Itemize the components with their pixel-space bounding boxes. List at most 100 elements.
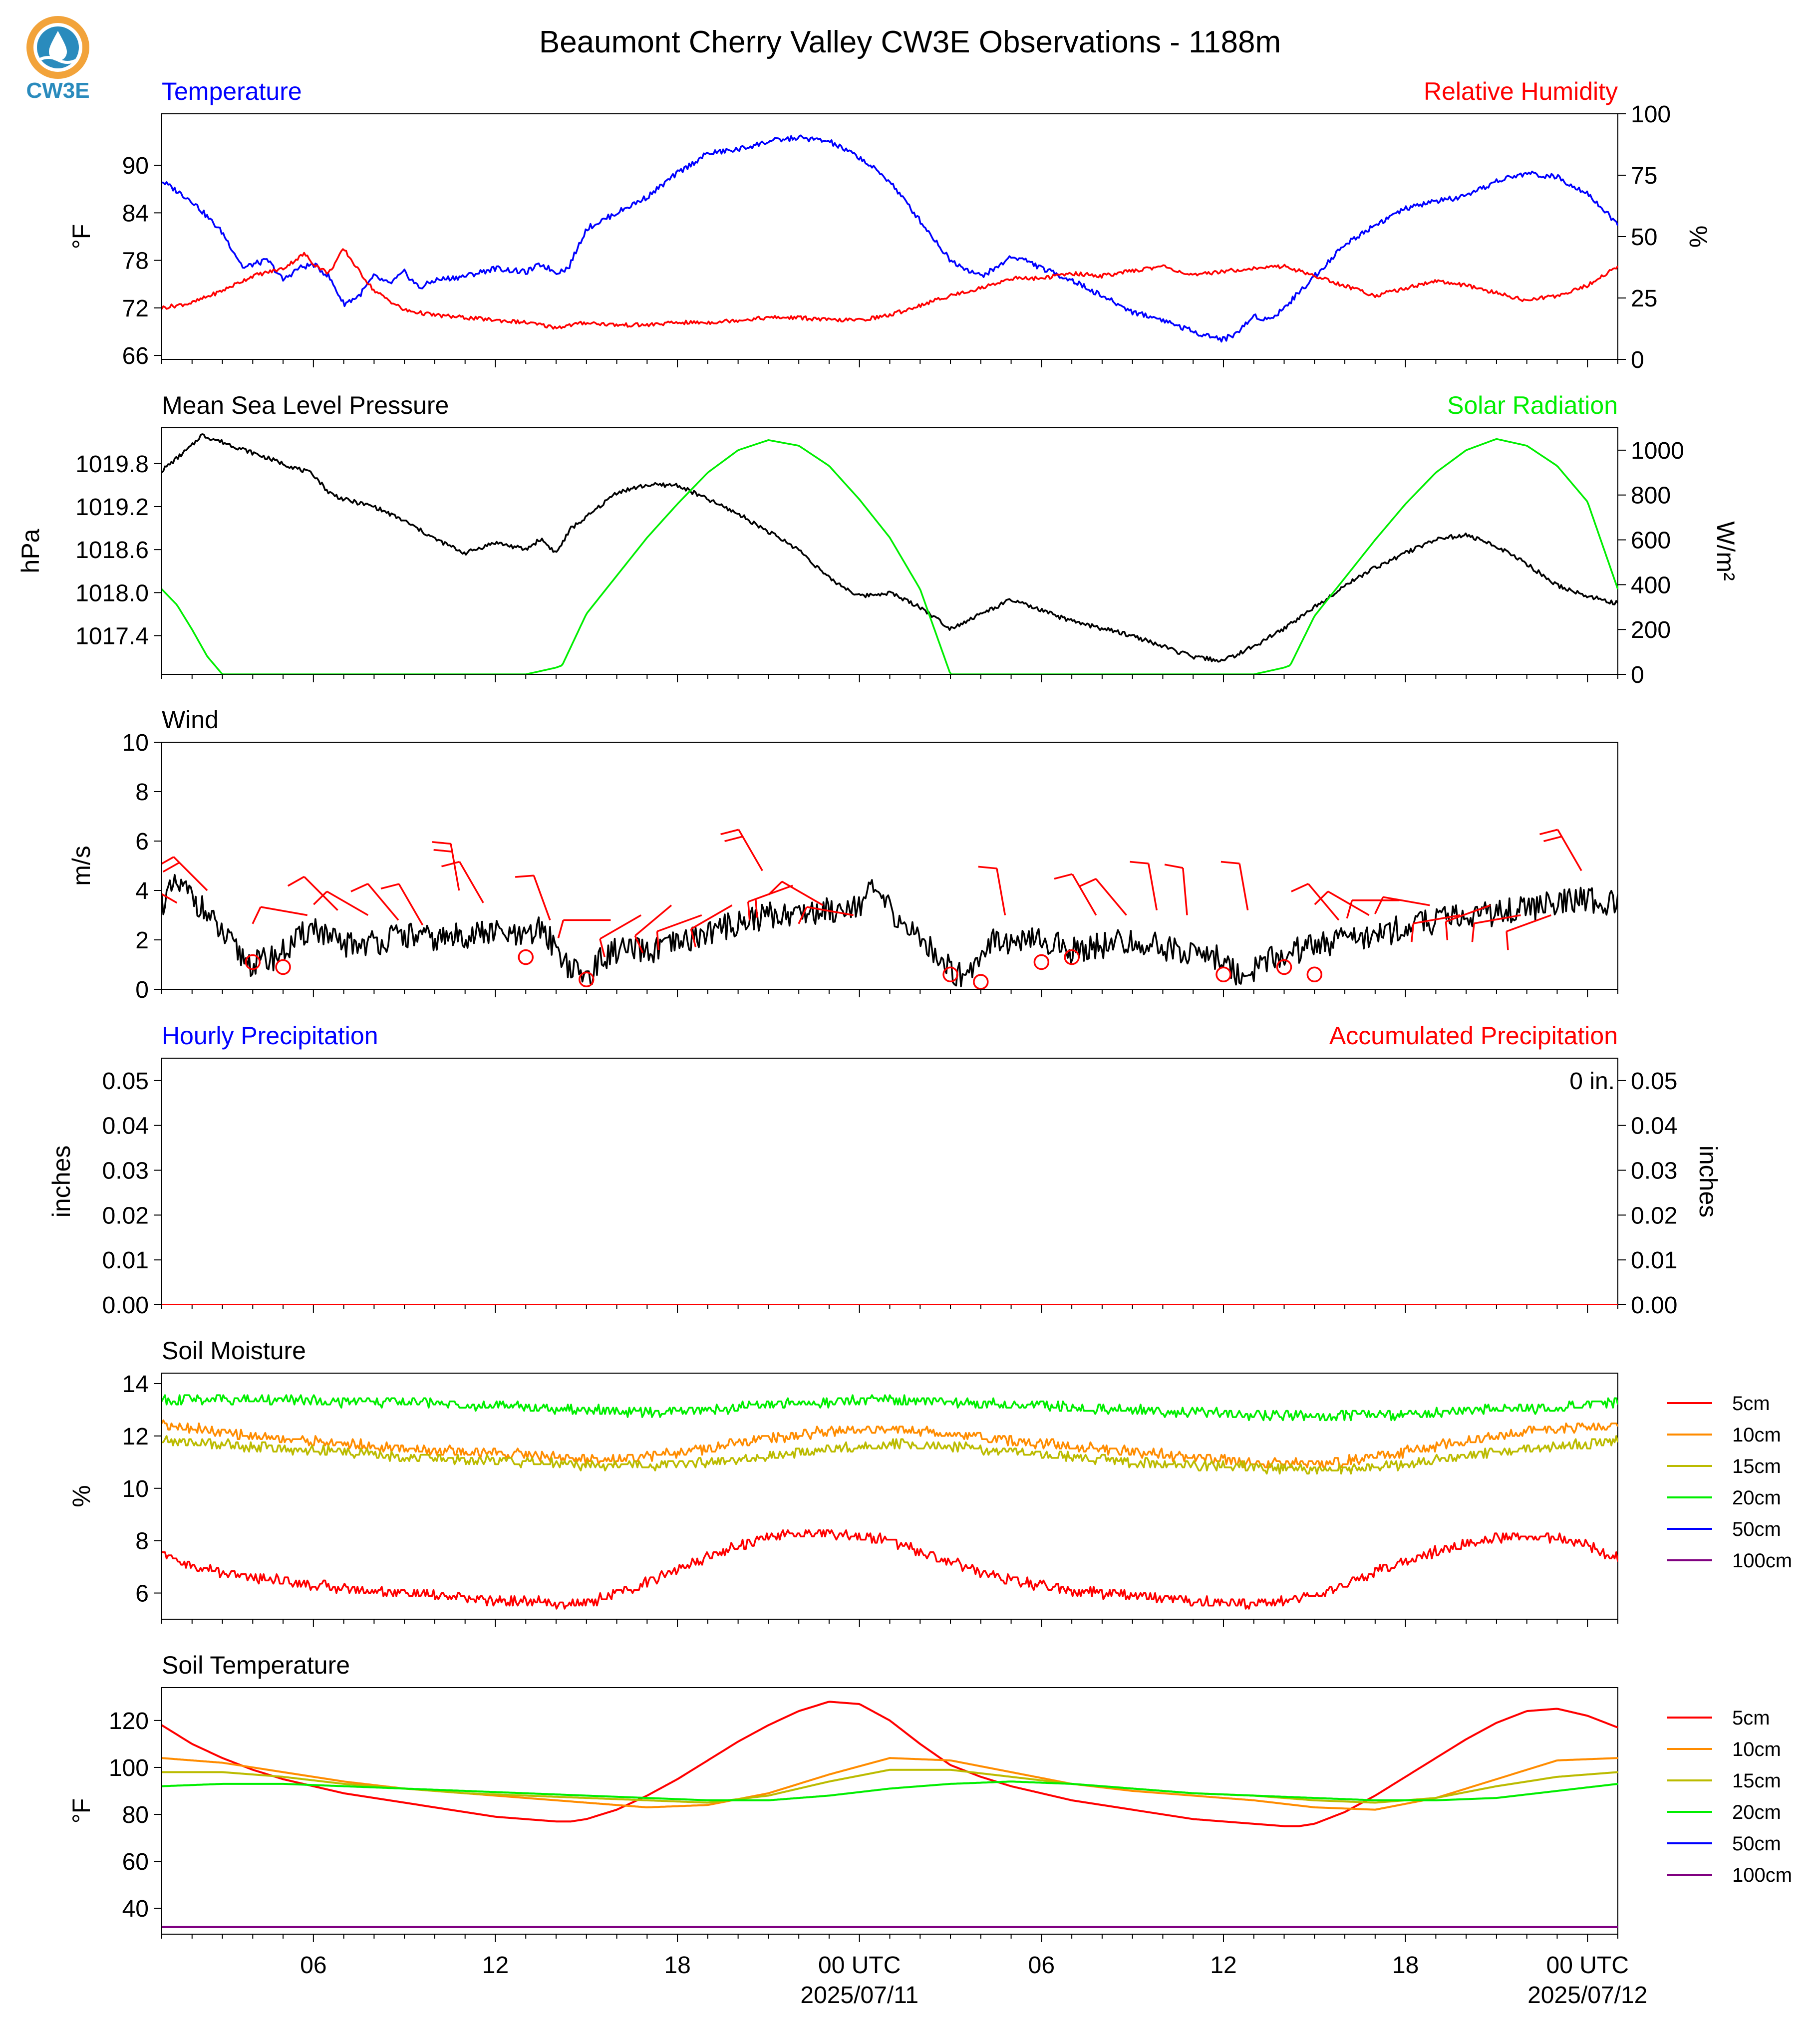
wind-barb: [557, 919, 611, 938]
y-tick-label-right: 0.03: [1631, 1158, 1677, 1184]
y-tick-label: 90: [122, 153, 149, 179]
wind-barb: [1539, 829, 1582, 871]
panel-title: Soil Moisture: [162, 1337, 306, 1365]
plot-area: [162, 433, 1618, 674]
panel-title-right: Solar Radiation: [1447, 391, 1618, 419]
x-tick-label: 06: [300, 1952, 326, 1979]
y-tick-label: 0.00: [102, 1292, 149, 1319]
wind-barb: [350, 883, 399, 921]
y-tick-label: 0.05: [102, 1068, 149, 1095]
cw3e-logo: CW3E: [26, 16, 90, 103]
wind-barb: [162, 893, 178, 904]
y-tick-label: 100: [109, 1755, 149, 1781]
panel-title: Soil Temperature: [162, 1651, 350, 1679]
plot-area: [162, 829, 1618, 989]
y-tick-label-right: 25: [1631, 286, 1657, 312]
calm-wind-circle: [518, 949, 534, 965]
y-tick-label-right: 0.01: [1631, 1247, 1677, 1274]
y-tick-label: 1019.2: [75, 494, 149, 521]
y-tick-label: 10: [122, 1476, 149, 1502]
y-tick-label: 1017.4: [75, 623, 149, 649]
wind-barb: [690, 904, 733, 947]
y-tick-label-right: 0.02: [1631, 1202, 1677, 1229]
y-tick-label-right: 0: [1631, 662, 1644, 688]
legend-label: 100cm: [1732, 1550, 1792, 1572]
x-date-label: 2025/07/12: [1527, 1982, 1647, 2009]
y-tick-label: 60: [122, 1849, 149, 1875]
wind-barb: [720, 829, 763, 871]
wind-barbs: [162, 829, 1582, 989]
y-tick-label: 4: [135, 878, 149, 904]
y-axis-label-right: inches: [1694, 1146, 1722, 1218]
panel-title-right: Accumulated Precipitation: [1329, 1022, 1618, 1050]
wind-barb: [1130, 861, 1158, 910]
legend-label: 15cm: [1732, 1455, 1781, 1477]
series-line-relative-humidity: [162, 248, 1618, 330]
y-tick-label: 12: [122, 1424, 149, 1450]
wind-barb: [634, 904, 672, 953]
series-line-solar-radiation: [162, 438, 1618, 674]
panel-6: Soil Temperature 40 60 80 100 120 °F 5cm 10cm 15c…: [67, 1651, 1792, 2009]
wind-barb: [599, 914, 642, 957]
legend-label: 100cm: [1732, 1864, 1792, 1886]
y-tick-label: 1018.6: [75, 537, 149, 564]
calm-wind-circle: [245, 954, 261, 970]
wind-barb: [768, 880, 824, 906]
y-tick-label: 1019.8: [75, 451, 149, 478]
legend-label: 20cm: [1732, 1487, 1781, 1509]
y-axis-label: m/s: [67, 846, 95, 886]
y-tick-label: 120: [109, 1708, 149, 1735]
logo-text: CW3E: [26, 78, 89, 103]
x-date-label: 2025/07/11: [800, 1982, 918, 2009]
y-axis-label: inches: [47, 1146, 75, 1218]
y-tick-label: 0.02: [102, 1202, 149, 1229]
plot-area: [162, 1701, 1618, 1928]
legend-label: 15cm: [1732, 1770, 1781, 1792]
y-axis-label: %: [67, 1485, 95, 1507]
plot-area: [162, 1394, 1618, 1610]
y-tick-label: 40: [122, 1896, 149, 1922]
y-tick-label: 14: [122, 1371, 149, 1398]
y-tick-label: 72: [122, 295, 149, 322]
legend-label: 5cm: [1732, 1393, 1770, 1415]
wind-barb: [1374, 896, 1430, 914]
y-tick-label-right: 600: [1631, 528, 1671, 554]
x-tick-label: 12: [482, 1952, 509, 1979]
wind-barb: [798, 906, 854, 924]
panel-2: Mean Sea Level Pressure Solar Radiation 10…: [16, 391, 1740, 688]
panel-title: Wind: [162, 706, 219, 734]
series-line-10cm: [162, 1419, 1618, 1468]
y-tick-label-right: 50: [1631, 224, 1657, 251]
y-tick-label: 66: [122, 343, 149, 369]
wind-barb: [656, 914, 702, 950]
x-tick-label: 00 UTC: [1546, 1952, 1629, 1979]
wind-barb: [432, 841, 460, 891]
y-tick-label-right: 75: [1631, 163, 1657, 189]
chart-panels: Temperature Relative Humidity667278849002…: [16, 77, 1792, 2009]
y-tick-label-right: 0: [1631, 347, 1644, 373]
y-tick-label-right: 0.00: [1631, 1292, 1677, 1319]
wind-barb: [1471, 914, 1521, 942]
wind-barb: [1411, 914, 1461, 942]
wind-barb: [1078, 878, 1127, 916]
panel-title: Temperature: [162, 77, 302, 105]
wind-barb: [978, 866, 1006, 915]
wind-barb: [441, 861, 484, 903]
calm-wind-circle: [275, 959, 291, 975]
y-tick-label-right: 400: [1631, 572, 1671, 598]
wind-barb: [380, 883, 424, 926]
wind-barb: [162, 856, 208, 891]
panel-1: Temperature Relative Humidity 66 72 78 84 90 0 2…: [67, 77, 1712, 373]
y-tick-label: 1018.0: [75, 580, 149, 606]
wind-barb: [515, 874, 551, 920]
wind-barb: [1346, 899, 1400, 919]
calm-wind-circle: [942, 966, 958, 983]
y-tick-label-right: 0.05: [1631, 1068, 1677, 1095]
calm-wind-circle: [579, 971, 595, 987]
panel-3: Wind 0 2 4 6 8 10 m/s: [67, 706, 1618, 1003]
y-tick-label: 8: [135, 1528, 149, 1555]
wind-barb: [1291, 883, 1340, 921]
calm-wind-circle: [973, 974, 989, 989]
y-tick-label: 0: [135, 977, 149, 1003]
panel-4: Hourly Precipitation Accumulated Precipit…: [47, 1022, 1722, 1319]
